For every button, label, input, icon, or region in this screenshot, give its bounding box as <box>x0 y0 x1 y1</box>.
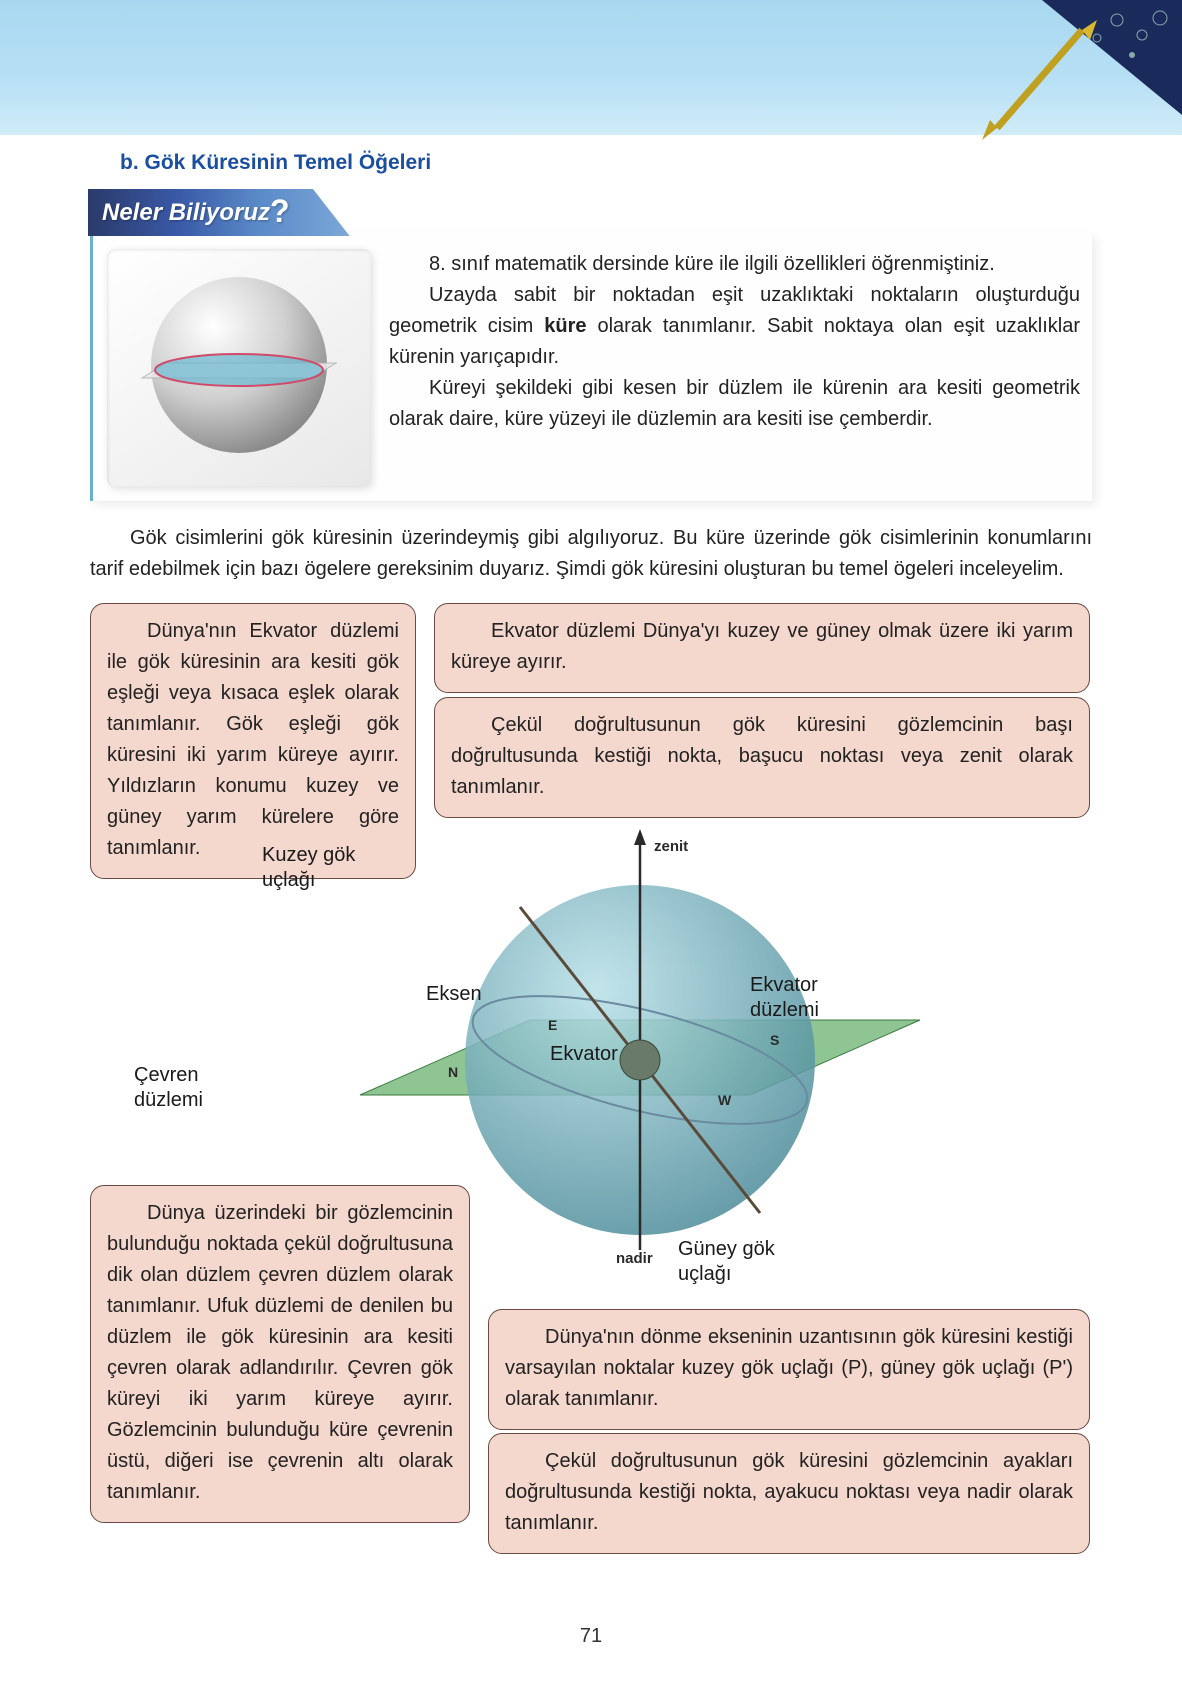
label-cevren-duzlemi: Çevren düzlemi <box>134 1063 224 1113</box>
svg-text:S: S <box>770 1032 779 1048</box>
question-mark-icon: ? <box>270 193 290 229</box>
content-area: b. Gök Küresinin Temel Öğeleri Neler Bil… <box>0 135 1182 1563</box>
svg-text:nadir: nadir <box>616 1250 653 1267</box>
label-guney-gok: Güney gök uçlağı <box>678 1237 798 1287</box>
top-sky-banner <box>0 0 1182 135</box>
page: b. Gök Küresinin Temel Öğeleri Neler Bil… <box>0 0 1182 1684</box>
svg-text:E: E <box>548 1017 557 1033</box>
svg-text:W: W <box>718 1092 732 1108</box>
label-ekvator-duzlemi: Ekvator düzlemi <box>750 973 840 1023</box>
label-kuzey-gok: Kuzey gök uçlağı <box>262 843 372 893</box>
bubble-gok-uclagi: Dünya'nın dönme ekseninin uzantısının gö… <box>488 1309 1090 1430</box>
info-p3: Küreyi şekildeki gibi kesen bir düzlem i… <box>389 373 1080 435</box>
label-ekvator: Ekvator <box>550 1043 618 1066</box>
definitions-zone: Dünya'nın Ekvator düzlemi ile gök küresi… <box>90 603 1092 1563</box>
bubble-zenit: Çekül doğrultusunun gök küresini gözlemc… <box>434 697 1090 818</box>
info-p2: Uzayda sabit bir noktadan eşit uzaklıkta… <box>389 280 1080 373</box>
info-p1: 8. sınıf matematik dersinde küre ile ilg… <box>389 249 1080 280</box>
page-number: 71 <box>0 1625 1182 1648</box>
neler-label: Neler Biliyoruz <box>102 199 270 226</box>
bubble-cevren: Dünya üzerindeki bir gözlemcinin bulundu… <box>90 1185 470 1523</box>
info-text: 8. sınıf matematik dersinde küre ile ilg… <box>389 249 1080 487</box>
bubble-ekvator-duzlemi: Ekvator düzlemi Dünya'yı kuzey ve güney … <box>434 603 1090 693</box>
label-eksen: Eksen <box>426 983 482 1006</box>
section-title: b. Gök Küresinin Temel Öğeleri <box>120 151 1092 175</box>
body-paragraph: Gök cisimlerini gök küresinin üzerindeym… <box>90 523 1092 585</box>
info-panel: 8. sınıf matematik dersinde küre ile ilg… <box>90 233 1092 501</box>
neler-biliyoruz-banner: Neler Biliyoruz? <box>88 189 1092 231</box>
sphere-figure <box>107 249 371 487</box>
bubble-nadir: Çekül doğrultusunun gök küresini gözlemc… <box>488 1433 1090 1554</box>
svg-text:zenit: zenit <box>654 838 688 855</box>
svg-text:N: N <box>448 1064 458 1080</box>
pen-illustration <box>942 0 1182 140</box>
